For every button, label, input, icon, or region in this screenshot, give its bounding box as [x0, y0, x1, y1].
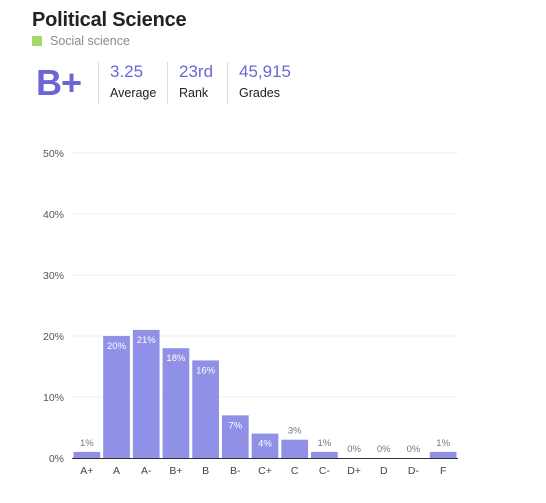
x-tick-label: C-: [319, 465, 331, 477]
bar: [162, 348, 190, 458]
y-tick-label: 30%: [43, 270, 64, 282]
bar: [221, 415, 249, 458]
stat-rank-label: Rank: [179, 86, 209, 100]
page-title: Political Science: [32, 9, 187, 31]
data-label: 21%: [137, 335, 157, 346]
data-label: 1%: [436, 438, 450, 449]
x-tick-label: C: [291, 465, 299, 477]
data-label: 1%: [318, 438, 332, 449]
x-tick-label: A+: [80, 465, 93, 477]
bar: [429, 451, 457, 458]
data-label: 4%: [258, 439, 272, 450]
data-label: 3%: [288, 426, 302, 437]
x-tick-label: B-: [230, 465, 241, 477]
y-tick-label: 10%: [43, 392, 64, 404]
bar: [281, 439, 309, 458]
x-tick-label: F: [440, 465, 446, 477]
bar: [192, 360, 219, 458]
stat-rank-value: 23rd: [179, 62, 214, 81]
data-label: 0%: [377, 444, 391, 455]
y-tick-label: 50%: [43, 148, 64, 160]
x-tick-label: D+: [347, 465, 361, 477]
category-swatch: [32, 36, 42, 46]
bar: [251, 433, 279, 458]
category-label: Social science: [50, 34, 130, 48]
stat-grades-value: 45,915: [239, 62, 291, 81]
x-tick-label: A: [113, 465, 120, 477]
stat-average-value: 3.25: [110, 62, 144, 81]
bar: [103, 336, 130, 458]
x-tick-label: B+: [169, 465, 182, 477]
x-tick-label: C+: [258, 465, 272, 477]
data-label: 18%: [166, 353, 186, 364]
data-label: 20%: [107, 341, 127, 352]
data-label: 16%: [196, 365, 216, 376]
data-label: 7%: [228, 420, 242, 431]
stat-grades-label: Grades: [239, 86, 280, 100]
stat-grades: 45,915 Grades: [227, 62, 291, 104]
stat-average: 3.25 Average: [98, 62, 156, 104]
x-tick-label: D-: [408, 465, 420, 477]
overall-grade: B+: [36, 62, 82, 103]
bar: [132, 329, 160, 458]
y-tick-label: 40%: [43, 209, 64, 221]
y-tick-label: 0%: [49, 453, 64, 465]
stat-average-label: Average: [110, 86, 157, 100]
x-tick-label: D: [380, 465, 388, 477]
bar: [311, 451, 338, 458]
bar: [73, 451, 101, 458]
stat-rank: 23rd Rank: [167, 62, 213, 104]
data-label: 0%: [407, 444, 421, 455]
data-label: 1%: [80, 438, 94, 449]
x-tick-label: B: [202, 465, 209, 477]
x-tick-label: A-: [141, 465, 152, 477]
data-label: 0%: [347, 444, 361, 455]
y-tick-label: 20%: [43, 331, 64, 343]
category-tag: Social science: [32, 34, 130, 48]
